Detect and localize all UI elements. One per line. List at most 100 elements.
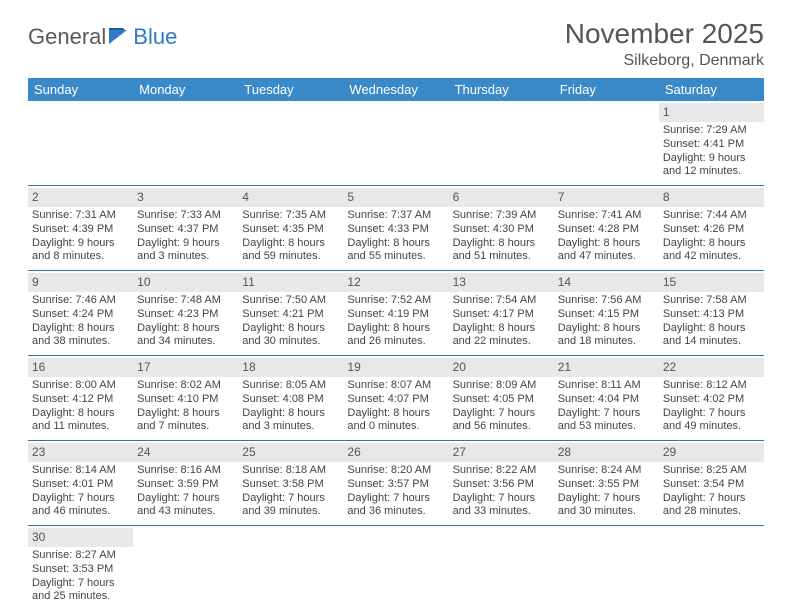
- calendar-cell: [449, 526, 554, 611]
- day-info-line: Sunrise: 8:12 AM: [663, 379, 760, 393]
- weekday-header: Wednesday: [343, 78, 448, 101]
- day-info-line: and 47 minutes.: [558, 250, 655, 264]
- day-number: 1: [659, 103, 764, 122]
- day-info-line: Daylight: 7 hours: [347, 492, 444, 506]
- calendar-cell: 27Sunrise: 8:22 AMSunset: 3:56 PMDayligh…: [449, 441, 554, 526]
- day-info-line: and 34 minutes.: [137, 335, 234, 349]
- weekday-header: Saturday: [659, 78, 764, 101]
- calendar-cell: 16Sunrise: 8:00 AMSunset: 4:12 PMDayligh…: [28, 356, 133, 441]
- day-info-line: Sunset: 4:21 PM: [242, 308, 339, 322]
- calendar-cell: [238, 101, 343, 186]
- day-info-line: and 3 minutes.: [137, 250, 234, 264]
- day-info-line: and 55 minutes.: [347, 250, 444, 264]
- calendar-cell: 22Sunrise: 8:12 AMSunset: 4:02 PMDayligh…: [659, 356, 764, 441]
- day-number: 24: [133, 443, 238, 462]
- day-info-line: Sunset: 4:05 PM: [453, 393, 550, 407]
- day-info-line: and 43 minutes.: [137, 505, 234, 519]
- day-info-line: Daylight: 7 hours: [663, 407, 760, 421]
- day-info-line: Daylight: 8 hours: [137, 407, 234, 421]
- day-number: 20: [449, 358, 554, 377]
- day-info-line: Sunset: 4:10 PM: [137, 393, 234, 407]
- day-number: 17: [133, 358, 238, 377]
- day-info-line: Sunrise: 7:35 AM: [242, 209, 339, 223]
- calendar-cell: 8Sunrise: 7:44 AMSunset: 4:26 PMDaylight…: [659, 186, 764, 271]
- day-info-line: Sunrise: 8:07 AM: [347, 379, 444, 393]
- day-info-line: Sunrise: 8:16 AM: [137, 464, 234, 478]
- day-number: 12: [343, 273, 448, 292]
- day-info-line: Sunset: 4:33 PM: [347, 223, 444, 237]
- calendar-cell: 1Sunrise: 7:29 AMSunset: 4:41 PMDaylight…: [659, 101, 764, 186]
- day-number: 5: [343, 188, 448, 207]
- day-info-line: Daylight: 7 hours: [137, 492, 234, 506]
- calendar-cell: 18Sunrise: 8:05 AMSunset: 4:08 PMDayligh…: [238, 356, 343, 441]
- day-number: 6: [449, 188, 554, 207]
- day-number: 18: [238, 358, 343, 377]
- day-number: 22: [659, 358, 764, 377]
- day-info-line: Daylight: 8 hours: [137, 322, 234, 336]
- day-info-line: and 28 minutes.: [663, 505, 760, 519]
- day-info-line: and 7 minutes.: [137, 420, 234, 434]
- day-info-line: Sunset: 4:37 PM: [137, 223, 234, 237]
- day-info-line: Sunrise: 7:52 AM: [347, 294, 444, 308]
- day-info-line: Sunset: 3:57 PM: [347, 478, 444, 492]
- day-info-line: Sunrise: 8:09 AM: [453, 379, 550, 393]
- logo-word1: General: [28, 24, 106, 50]
- day-info-line: and 14 minutes.: [663, 335, 760, 349]
- day-info-line: Daylight: 8 hours: [558, 322, 655, 336]
- day-info-line: Sunset: 4:24 PM: [32, 308, 129, 322]
- day-info-line: Sunrise: 7:50 AM: [242, 294, 339, 308]
- calendar-row: 30Sunrise: 8:27 AMSunset: 3:53 PMDayligh…: [28, 526, 764, 611]
- day-number: 27: [449, 443, 554, 462]
- day-info-line: Sunset: 4:39 PM: [32, 223, 129, 237]
- day-info-line: Sunset: 4:17 PM: [453, 308, 550, 322]
- day-number: 9: [28, 273, 133, 292]
- day-info-line: Sunrise: 7:58 AM: [663, 294, 760, 308]
- day-info-line: Sunset: 4:08 PM: [242, 393, 339, 407]
- day-info-line: Sunrise: 7:41 AM: [558, 209, 655, 223]
- day-info-line: Sunset: 4:12 PM: [32, 393, 129, 407]
- calendar-body: 1Sunrise: 7:29 AMSunset: 4:41 PMDaylight…: [28, 101, 764, 610]
- day-info-line: Daylight: 8 hours: [32, 322, 129, 336]
- day-info-line: Sunset: 4:26 PM: [663, 223, 760, 237]
- day-info-line: and 49 minutes.: [663, 420, 760, 434]
- weekday-header-row: Sunday Monday Tuesday Wednesday Thursday…: [28, 78, 764, 101]
- day-number: 28: [554, 443, 659, 462]
- day-info-line: Sunrise: 7:46 AM: [32, 294, 129, 308]
- calendar-cell: 30Sunrise: 8:27 AMSunset: 3:53 PMDayligh…: [28, 526, 133, 611]
- day-info-line: Daylight: 8 hours: [453, 322, 550, 336]
- day-number: 13: [449, 273, 554, 292]
- day-info-line: Sunrise: 8:25 AM: [663, 464, 760, 478]
- day-info-line: Sunrise: 8:02 AM: [137, 379, 234, 393]
- calendar-cell: 6Sunrise: 7:39 AMSunset: 4:30 PMDaylight…: [449, 186, 554, 271]
- calendar-cell: 26Sunrise: 8:20 AMSunset: 3:57 PMDayligh…: [343, 441, 448, 526]
- calendar-cell: 2Sunrise: 7:31 AMSunset: 4:39 PMDaylight…: [28, 186, 133, 271]
- day-info-line: Daylight: 7 hours: [32, 492, 129, 506]
- day-number: 14: [554, 273, 659, 292]
- day-number: 15: [659, 273, 764, 292]
- calendar-cell: [133, 101, 238, 186]
- day-info-line: Sunrise: 7:48 AM: [137, 294, 234, 308]
- calendar-cell: [343, 101, 448, 186]
- day-info-line: Daylight: 7 hours: [453, 492, 550, 506]
- title-block: November 2025 Silkeborg, Denmark: [565, 18, 764, 70]
- day-info-line: and 59 minutes.: [242, 250, 339, 264]
- day-info-line: Daylight: 7 hours: [242, 492, 339, 506]
- day-info-line: Sunrise: 8:24 AM: [558, 464, 655, 478]
- day-info-line: Daylight: 8 hours: [242, 407, 339, 421]
- day-info-line: Sunrise: 7:37 AM: [347, 209, 444, 223]
- day-number: 26: [343, 443, 448, 462]
- calendar-cell: [659, 526, 764, 611]
- day-info-line: Daylight: 8 hours: [453, 237, 550, 251]
- day-info-line: Sunset: 4:19 PM: [347, 308, 444, 322]
- day-info-line: Sunset: 4:07 PM: [347, 393, 444, 407]
- day-info-line: Sunset: 3:59 PM: [137, 478, 234, 492]
- day-info-line: Sunrise: 8:27 AM: [32, 549, 129, 563]
- calendar-cell: 21Sunrise: 8:11 AMSunset: 4:04 PMDayligh…: [554, 356, 659, 441]
- day-number: 2: [28, 188, 133, 207]
- day-info-line: Sunrise: 8:00 AM: [32, 379, 129, 393]
- calendar-cell: [449, 101, 554, 186]
- weekday-header: Sunday: [28, 78, 133, 101]
- day-info-line: Daylight: 7 hours: [558, 492, 655, 506]
- day-number: 23: [28, 443, 133, 462]
- calendar-cell: [554, 526, 659, 611]
